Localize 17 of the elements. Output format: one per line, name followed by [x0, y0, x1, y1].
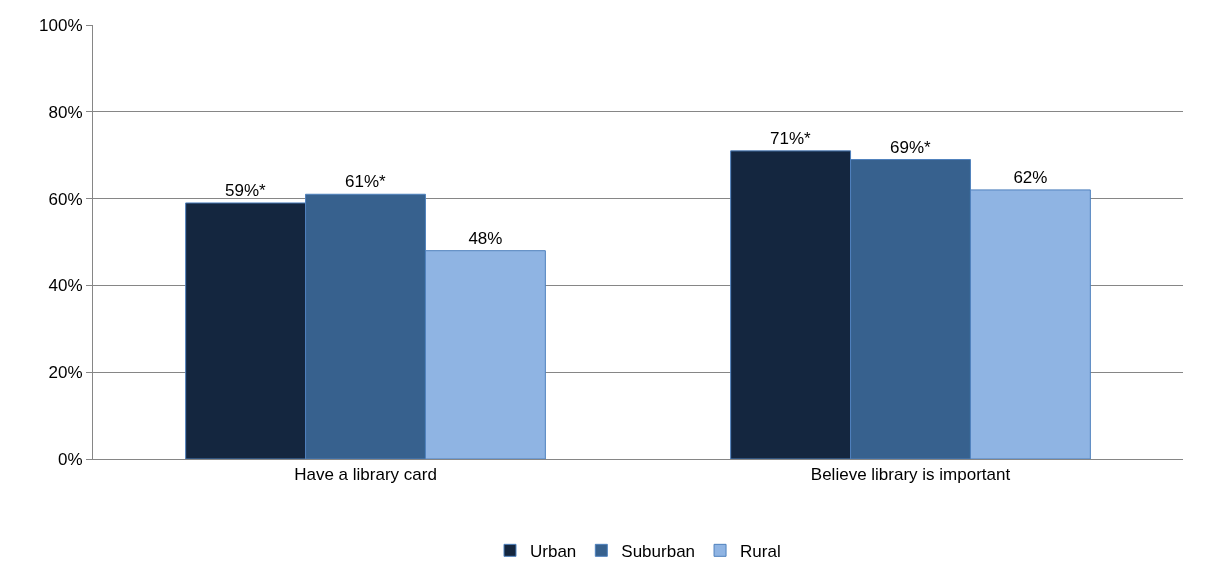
- data-label: 61%*: [344, 172, 387, 192]
- y-tick-label: 60%: [48, 189, 83, 209]
- y-tick-label: 80%: [48, 102, 83, 122]
- y-tick-label: 20%: [48, 363, 83, 383]
- y-tick-label: 100%: [39, 15, 83, 35]
- y-tick-label: 0%: [58, 449, 83, 469]
- x-tick-label: Believe library is important: [810, 465, 1011, 485]
- legend-label: Urban: [530, 541, 577, 561]
- data-label: 69%*: [889, 137, 932, 157]
- legend-label: Rural: [740, 541, 781, 561]
- y-tick-label: 40%: [48, 276, 83, 296]
- x-tick-label: Have a library card: [294, 465, 437, 485]
- data-label: 71%*: [770, 128, 812, 148]
- data-label: 59%*: [225, 180, 267, 200]
- legend-label: Suburban: [621, 541, 696, 561]
- data-label: 48%: [468, 228, 503, 248]
- data-label: 62%: [1013, 167, 1048, 187]
